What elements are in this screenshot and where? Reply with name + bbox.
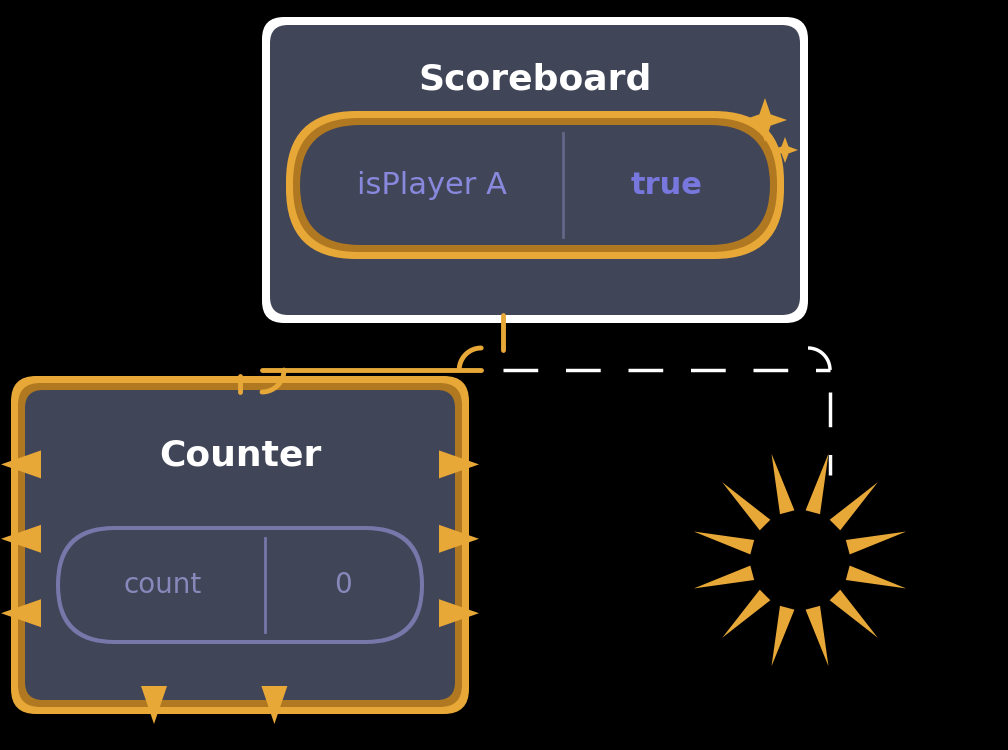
Polygon shape — [1, 451, 41, 478]
Polygon shape — [1, 525, 41, 553]
Polygon shape — [141, 686, 167, 724]
Polygon shape — [743, 98, 787, 142]
FancyBboxPatch shape — [270, 25, 800, 315]
Polygon shape — [439, 599, 479, 627]
Text: isPlayer A: isPlayer A — [357, 170, 507, 200]
Text: 0: 0 — [334, 571, 352, 599]
Polygon shape — [1, 599, 41, 627]
Text: true: true — [631, 170, 703, 200]
Polygon shape — [805, 606, 829, 666]
FancyBboxPatch shape — [293, 118, 777, 252]
FancyBboxPatch shape — [60, 530, 420, 640]
Polygon shape — [694, 532, 754, 554]
Polygon shape — [722, 590, 770, 638]
Polygon shape — [771, 454, 794, 514]
Polygon shape — [846, 532, 906, 554]
Text: Scoreboard: Scoreboard — [418, 63, 652, 97]
FancyBboxPatch shape — [300, 125, 770, 245]
FancyBboxPatch shape — [262, 17, 808, 323]
FancyBboxPatch shape — [56, 526, 424, 644]
Text: Counter: Counter — [159, 438, 322, 472]
Text: count: count — [123, 571, 202, 599]
Polygon shape — [805, 454, 829, 514]
Polygon shape — [772, 137, 798, 163]
Polygon shape — [830, 482, 878, 530]
Polygon shape — [439, 451, 479, 478]
Polygon shape — [722, 482, 770, 530]
FancyBboxPatch shape — [25, 390, 455, 700]
Polygon shape — [846, 566, 906, 589]
FancyBboxPatch shape — [286, 111, 784, 259]
FancyBboxPatch shape — [11, 376, 469, 714]
Polygon shape — [694, 566, 754, 589]
Polygon shape — [771, 606, 794, 666]
FancyBboxPatch shape — [18, 383, 462, 707]
Polygon shape — [439, 525, 479, 553]
Polygon shape — [261, 686, 287, 724]
Polygon shape — [830, 590, 878, 638]
